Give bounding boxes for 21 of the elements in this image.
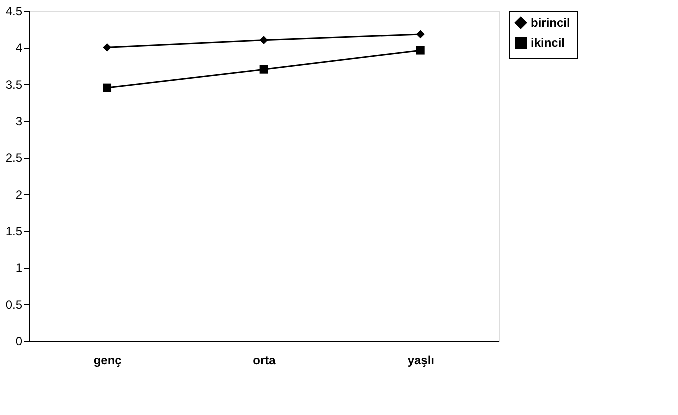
y-tick-label: 4 xyxy=(16,41,23,56)
y-tick-label: 4.5 xyxy=(6,4,23,18)
legend-label: ikincil xyxy=(531,36,566,50)
x-tick-label: genç xyxy=(94,354,122,368)
y-tick-label: 3.5 xyxy=(6,78,23,92)
point xyxy=(260,65,268,74)
y-tick-label: 0.5 xyxy=(6,298,23,312)
y-tick-label: 1.5 xyxy=(6,224,23,238)
y-tick-label: 2 xyxy=(16,188,23,202)
point xyxy=(103,43,112,52)
y-tick-label: 3 xyxy=(16,114,23,128)
legend-label: birincil xyxy=(531,16,570,30)
y-tick-label: 1 xyxy=(16,261,23,276)
y-tick-label: 0 xyxy=(16,334,23,348)
point xyxy=(416,46,425,55)
point xyxy=(103,84,112,92)
x-tick-label: yaşlı xyxy=(408,354,435,368)
x-tick-label: orta xyxy=(253,354,276,368)
point xyxy=(416,30,425,39)
point xyxy=(260,36,268,45)
y-tick-label: 2.5 xyxy=(6,151,23,166)
